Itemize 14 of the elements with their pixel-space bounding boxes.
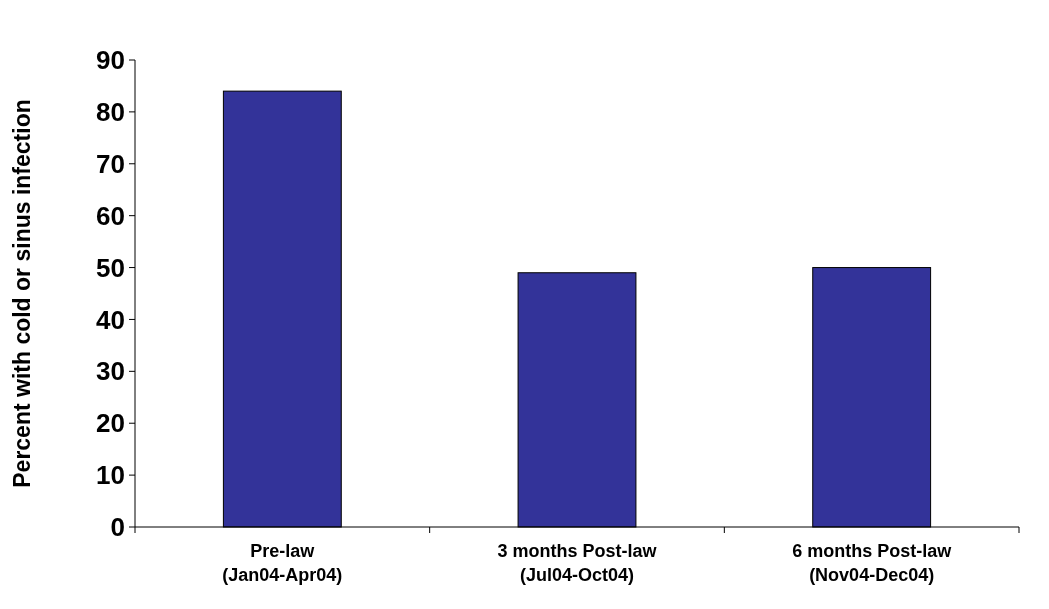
y-tick-label: 40 xyxy=(96,304,125,335)
x-tick-label: 3 months Post-law (Jul04-Oct04) xyxy=(497,541,658,585)
y-axis-title: Percent with cold or sinus infection xyxy=(9,99,35,488)
x-tick-label: Pre-law (Jan04-Apr04) xyxy=(222,541,343,585)
y-tick-label: 20 xyxy=(96,408,125,439)
y-tick-label: 10 xyxy=(96,460,125,491)
y-tick-label: 30 xyxy=(96,356,125,387)
y-tick-label: 70 xyxy=(96,148,125,179)
y-tick-label: 80 xyxy=(96,96,125,127)
y-tick-label: 0 xyxy=(110,512,125,543)
y-tick-label: 60 xyxy=(96,200,125,231)
y-tick-label: 90 xyxy=(96,45,125,76)
y-tick-label: 50 xyxy=(96,252,125,283)
x-tick-label: 6 months Post-law (Nov04-Dec04) xyxy=(792,541,953,585)
